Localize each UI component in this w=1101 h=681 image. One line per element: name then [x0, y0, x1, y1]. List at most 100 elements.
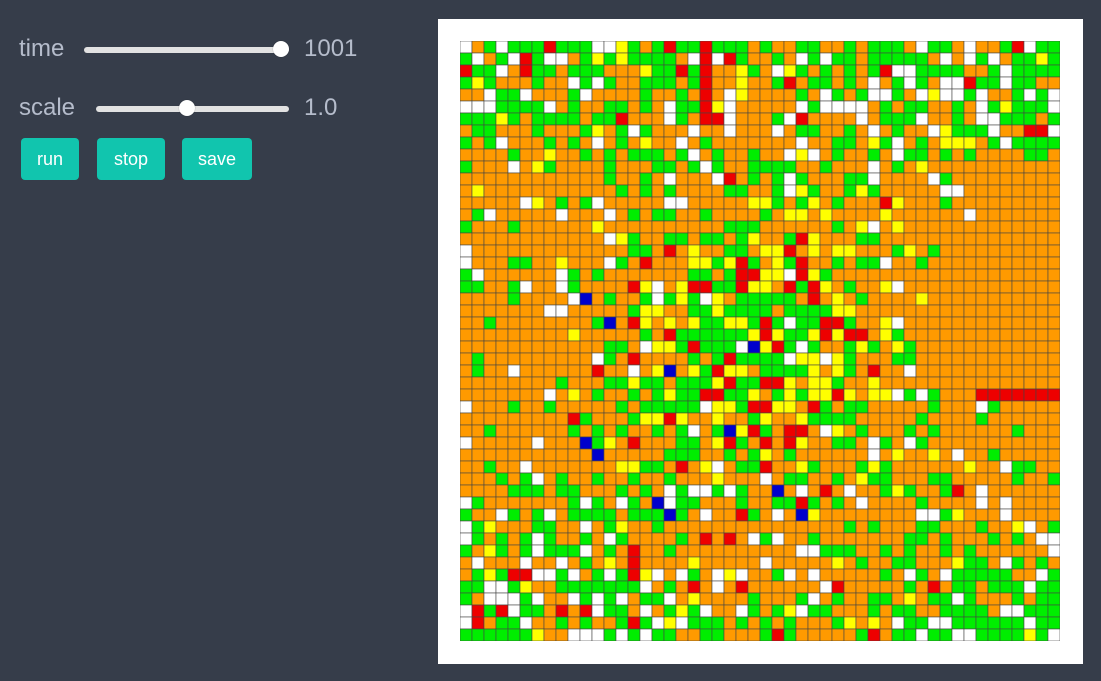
grid-cell[interactable] [735, 388, 749, 402]
grid-cell[interactable] [579, 388, 593, 402]
grid-cell[interactable] [807, 41, 821, 54]
grid-cell[interactable] [855, 580, 869, 594]
grid-cell[interactable] [1035, 532, 1049, 546]
grid-cell[interactable] [939, 580, 953, 594]
grid-cell[interactable] [903, 76, 917, 90]
grid-cell[interactable] [603, 268, 617, 282]
grid-cell[interactable] [759, 136, 773, 150]
grid-cell[interactable] [879, 52, 893, 66]
grid-cell[interactable] [795, 124, 809, 138]
grid-cell[interactable] [495, 160, 509, 174]
grid-cell[interactable] [460, 196, 473, 210]
grid-cell[interactable] [567, 160, 581, 174]
save-button[interactable]: save [182, 138, 252, 180]
grid-cell[interactable] [771, 220, 785, 234]
grid-cell[interactable] [567, 508, 581, 522]
grid-cell[interactable] [531, 196, 545, 210]
grid-cell[interactable] [951, 76, 965, 90]
grid-cell[interactable] [891, 436, 905, 450]
grid-cell[interactable] [723, 172, 737, 186]
grid-cell[interactable] [903, 41, 917, 54]
grid-cell[interactable] [567, 196, 581, 210]
grid-cell[interactable] [735, 304, 749, 318]
grid-cell[interactable] [615, 41, 629, 54]
grid-cell[interactable] [831, 148, 845, 162]
grid-cell[interactable] [951, 484, 965, 498]
grid-cell[interactable] [915, 484, 929, 498]
grid-cell[interactable] [939, 232, 953, 246]
grid-cell[interactable] [795, 244, 809, 258]
grid-cell[interactable] [555, 76, 569, 90]
grid-cell[interactable] [843, 268, 857, 282]
grid-cell[interactable] [951, 304, 965, 318]
grid-cell[interactable] [471, 280, 485, 294]
grid-cell[interactable] [987, 244, 1001, 258]
grid-cell[interactable] [1035, 136, 1049, 150]
grid-cell[interactable] [543, 196, 557, 210]
grid-cell[interactable] [915, 184, 929, 198]
grid-cell[interactable] [963, 616, 977, 630]
grid-cell[interactable] [927, 412, 941, 426]
grid-cell[interactable] [879, 628, 893, 641]
grid-cell[interactable] [699, 232, 713, 246]
grid-cell[interactable] [543, 460, 557, 474]
grid-cell[interactable] [987, 256, 1001, 270]
grid-cell[interactable] [591, 472, 605, 486]
grid-cell[interactable] [531, 556, 545, 570]
grid-cell[interactable] [567, 388, 581, 402]
grid-cell[interactable] [1011, 292, 1025, 306]
grid-cell[interactable] [903, 100, 917, 114]
grid-cell[interactable] [819, 52, 833, 66]
grid-cell[interactable] [855, 41, 869, 54]
grid-cell[interactable] [507, 424, 521, 438]
grid-cell[interactable] [915, 364, 929, 378]
grid-cell[interactable] [735, 41, 749, 54]
grid-cell[interactable] [951, 628, 965, 641]
grid-cell[interactable] [639, 484, 653, 498]
grid-cell[interactable] [975, 76, 989, 90]
grid-cell[interactable] [507, 316, 521, 330]
grid-cell[interactable] [819, 172, 833, 186]
grid-cell[interactable] [639, 532, 653, 546]
grid-cell[interactable] [1035, 280, 1049, 294]
grid-cell[interactable] [711, 184, 725, 198]
grid-cell[interactable] [567, 316, 581, 330]
grid-cell[interactable] [951, 532, 965, 546]
grid-cell[interactable] [615, 508, 629, 522]
grid-cell[interactable] [651, 532, 665, 546]
grid-cell[interactable] [927, 400, 941, 414]
grid-cell[interactable] [843, 136, 857, 150]
grid-cell[interactable] [855, 388, 869, 402]
grid-cell[interactable] [891, 112, 905, 126]
grid-cell[interactable] [531, 292, 545, 306]
grid-cell[interactable] [807, 448, 821, 462]
grid-cell[interactable] [555, 148, 569, 162]
grid-cell[interactable] [819, 244, 833, 258]
grid-cell[interactable] [555, 232, 569, 246]
grid-cell[interactable] [843, 568, 857, 582]
grid-cell[interactable] [891, 244, 905, 258]
grid-cell[interactable] [651, 316, 665, 330]
grid-cell[interactable] [579, 292, 593, 306]
grid-cell[interactable] [1011, 160, 1025, 174]
grid-cell[interactable] [495, 268, 509, 282]
grid-cell[interactable] [675, 41, 689, 54]
grid-cell[interactable] [819, 208, 833, 222]
grid-cell[interactable] [951, 41, 965, 54]
grid-cell[interactable] [460, 220, 473, 234]
grid-cell[interactable] [783, 628, 797, 641]
grid-cell[interactable] [807, 232, 821, 246]
grid-cell[interactable] [735, 484, 749, 498]
grid-cell[interactable] [975, 376, 989, 390]
grid-cell[interactable] [891, 424, 905, 438]
grid-cell[interactable] [927, 484, 941, 498]
grid-cell[interactable] [639, 400, 653, 414]
grid-cell[interactable] [1047, 604, 1060, 618]
grid-cell[interactable] [831, 508, 845, 522]
grid-cell[interactable] [747, 520, 761, 534]
grid-cell[interactable] [987, 148, 1001, 162]
grid-cell[interactable] [495, 460, 509, 474]
grid-cell[interactable] [507, 244, 521, 258]
grid-cell[interactable] [879, 520, 893, 534]
grid-cell[interactable] [519, 340, 533, 354]
